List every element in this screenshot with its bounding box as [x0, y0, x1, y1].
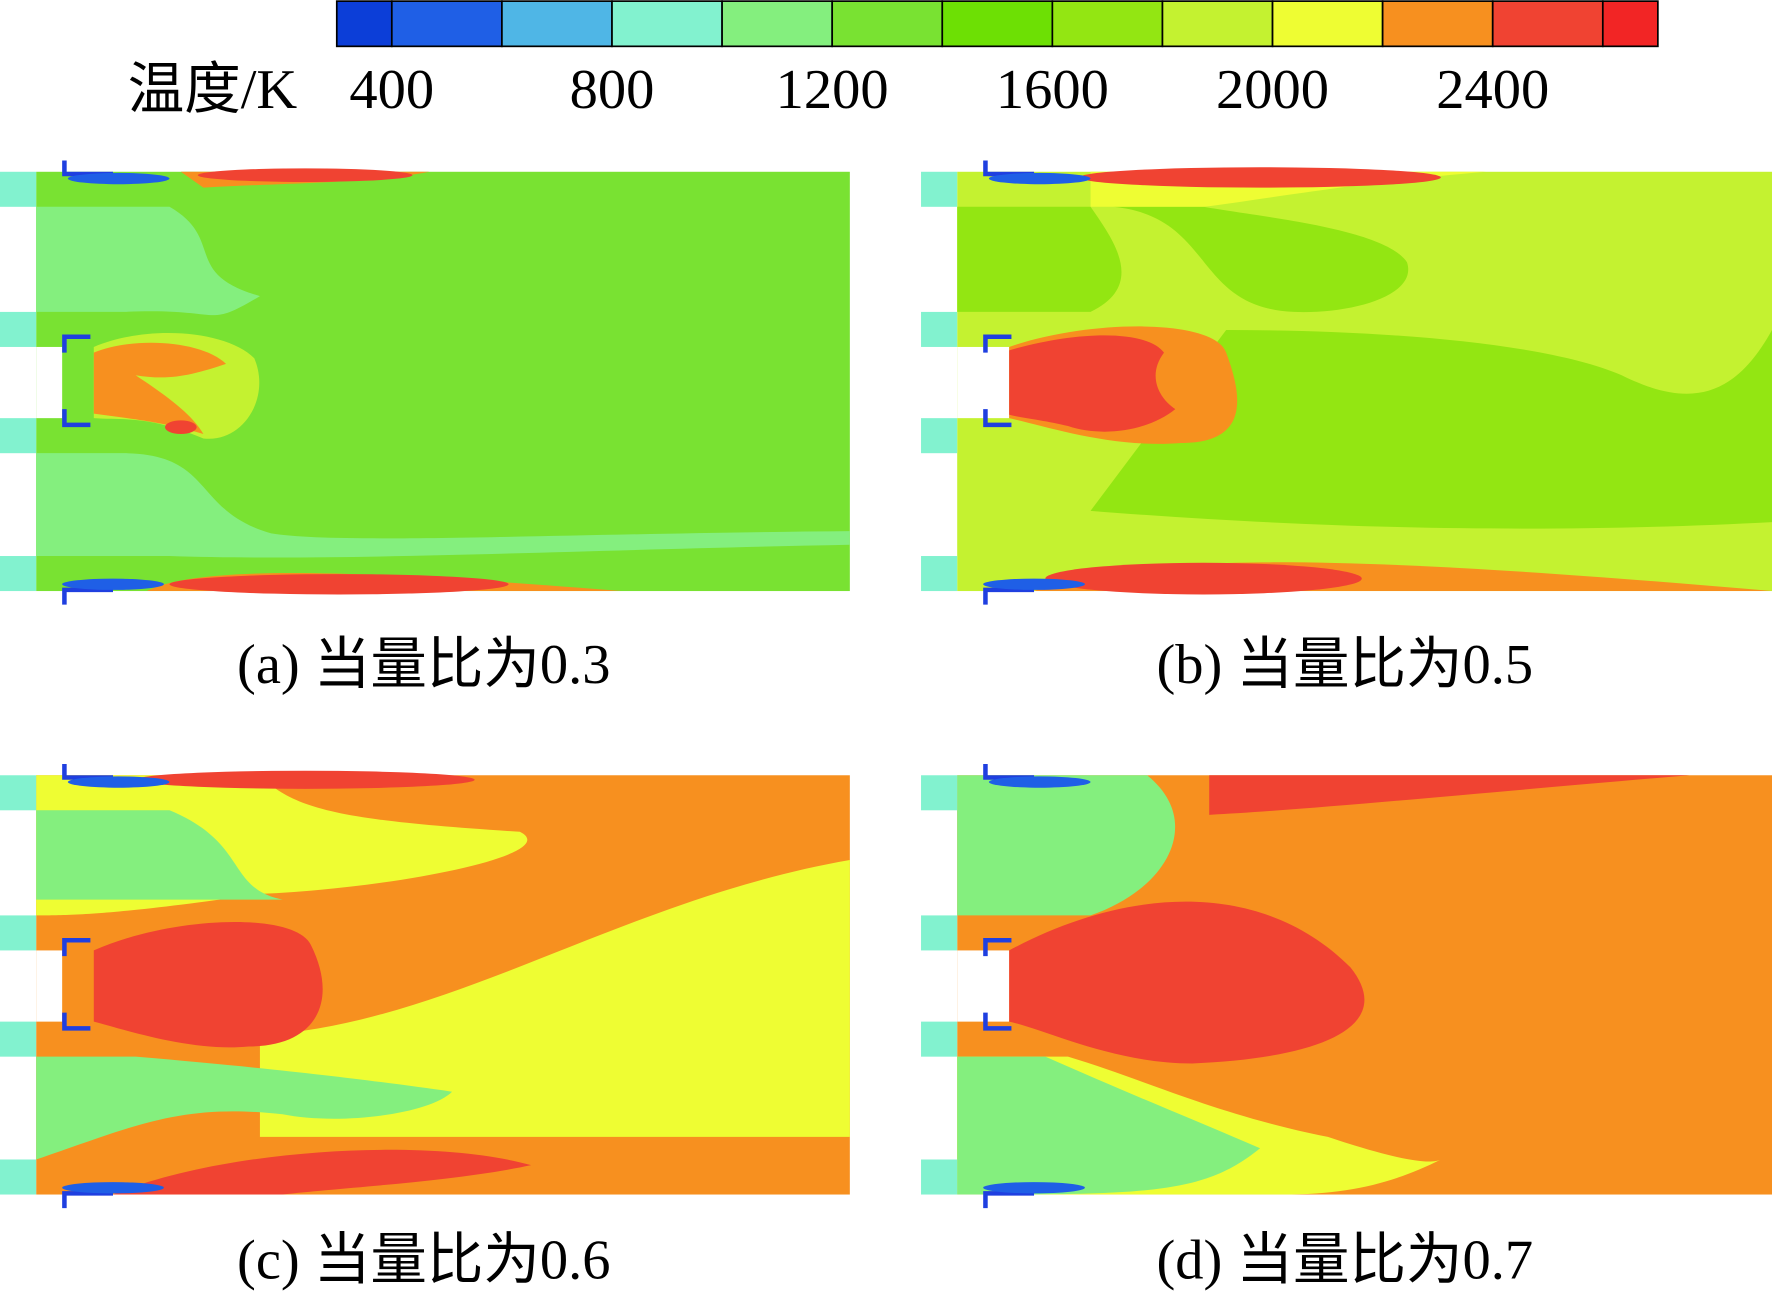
colorbar-tick-label: 1200: [776, 59, 889, 121]
colorbar-tick-label: 800: [570, 59, 655, 121]
colorbar-segment: [831, 0, 944, 48]
colorbar-segment: [390, 0, 503, 48]
contour-panel: [921, 764, 1772, 1208]
colorbar-tick-label: 400: [349, 59, 434, 121]
colorbar: 400 800 1200 1600 2000 2400: [335, 0, 1659, 121]
colorbar-segment: [941, 0, 1054, 48]
contour-panel: [0, 764, 850, 1208]
colorbar-tick-label: 2400: [1436, 59, 1549, 121]
colorbar-segment: [1601, 0, 1659, 48]
contour-panel: [0, 160, 850, 604]
panel-caption: (d) 当量比为0.7: [1157, 1230, 1534, 1292]
colorbar-segment: [611, 0, 723, 48]
panel-caption: (a) 当量比为0.3: [237, 634, 610, 696]
colorbar-tick-label: 1600: [996, 59, 1109, 121]
colorbar-segment: [1381, 0, 1494, 48]
colorbar-segment: [1491, 0, 1604, 48]
colorbar-segment: [335, 0, 393, 48]
colorbar-segment: [1051, 0, 1164, 48]
colorbar-tick-label: 2000: [1216, 59, 1329, 121]
colorbar-segment: [1161, 0, 1274, 48]
panel-caption: (c) 当量比为0.6: [237, 1230, 610, 1292]
contour-panel: [921, 160, 1772, 604]
colorbar-segment: [501, 0, 613, 48]
colorbar-segment: [721, 0, 834, 48]
panel-caption: (b) 当量比为0.5: [1157, 634, 1534, 696]
colorbar-segment: [1271, 0, 1384, 48]
colorbar-label: 温度/K: [128, 59, 298, 121]
